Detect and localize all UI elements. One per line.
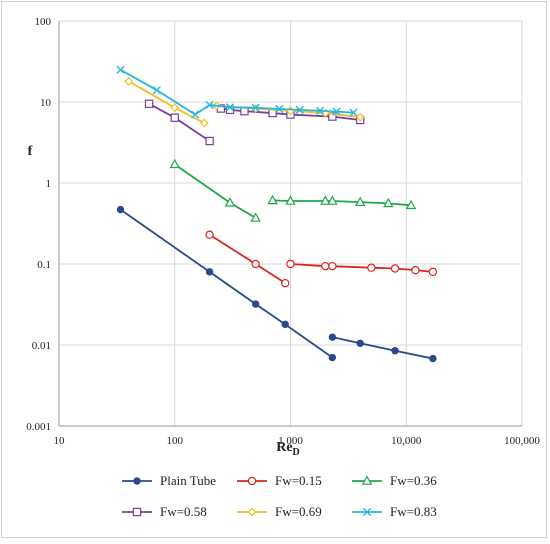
x-tick-label: 1 000 [278,435,303,447]
x-tick-label: 10 [54,435,66,447]
data-point [251,259,260,269]
series-plain-tube [116,205,437,363]
data-point [205,230,214,239]
data-point [205,268,214,276]
data-point [354,196,366,206]
data-point [356,339,364,347]
data-point [116,65,125,74]
data-point [328,353,337,362]
legend-marker [133,477,141,485]
y-tick-label: 100 [35,16,52,28]
legend-item: Fw=0.69 [237,504,322,519]
data-point [224,197,236,207]
series-fw-0-36 [169,158,417,222]
y-tick-labels: 0.001 0.01 0.1 1 10 100 [26,16,51,433]
data-point [225,103,235,112]
data-point [285,195,296,205]
data-point [367,263,376,272]
data-point [250,212,261,222]
data-point [170,113,179,122]
y-tick-label: 10 [40,97,52,109]
data-point [170,103,180,113]
chart-frame: 10 100 1 000 10,000 100,000 0.001 0.01 0.1 1 10 1… [1,1,547,538]
legend-marker [247,476,257,486]
x-axis-title-main: Re [276,440,292,455]
data-point [327,195,338,205]
series-line [332,336,434,360]
legend-label: Fw=0.36 [390,473,437,488]
data-point [205,100,214,110]
y-tick-label: 0.01 [32,340,51,352]
data-point [169,158,180,169]
data-point [383,197,394,208]
data-point [321,261,330,271]
legend-label: Fw=0.58 [160,504,207,519]
data-point [152,86,161,95]
legend-item: Fw=0.36 [352,473,437,488]
series-group [116,65,438,363]
data-point [191,110,200,119]
data-point [116,205,125,214]
legend-marker [132,507,142,517]
series-fw-0-15 [205,230,438,288]
legend-marker [361,475,373,485]
x-tick-label: 100,000 [504,435,540,447]
data-point [199,118,209,128]
legend-label: Fw=0.69 [275,504,322,519]
data-point [281,278,290,288]
x-axis-title: ReD [276,440,300,458]
data-point [411,265,420,275]
legend-item: Fw=0.83 [352,504,437,519]
y-axis-title: f [28,144,33,159]
y-tick-label: 1 [46,178,52,190]
legend: Plain Tube Fw=0.15 Fw=0.36 Fw=0.58 Fw=0.69 Fw… [122,473,437,519]
data-point [328,333,337,341]
data-point [295,105,304,114]
data-point [267,194,278,205]
legend-label: Fw=0.15 [275,473,322,488]
x-axis-title-subscript: D [293,447,300,458]
series-line [120,208,333,359]
data-point [320,195,331,205]
data-point [328,261,337,271]
line-chart: 10 100 1 000 10,000 100,000 0.0010.010.11101… [26,16,541,519]
legend-item: Fw=0.58 [122,504,207,519]
data-point [205,136,214,146]
data-point [275,104,284,114]
data-point [391,347,399,355]
data-point [124,76,134,86]
legend-marker [247,507,257,517]
x-tick-labels: 10 100 1 000 10,000 100,000 [54,435,541,447]
data-point [315,106,325,115]
x-tick-label: 100 [167,435,184,447]
data-point [251,103,260,112]
data-point [405,199,417,210]
axes [58,21,522,427]
y-tick-label: 0.1 [37,259,51,271]
series-line [209,233,286,284]
data-point [429,354,437,363]
data-point [286,259,295,269]
legend-label: Fw=0.83 [390,504,437,519]
data-point [390,264,400,273]
legend-item: Fw=0.15 [237,473,322,488]
legend-item: Plain Tube [122,473,216,488]
data-point [355,112,365,122]
series-fw-0-83 [116,65,358,119]
data-point [332,107,341,116]
data-point [428,267,438,277]
x-tick-label: 10,000 [391,435,422,447]
y-tick-label: 0.001 [26,421,51,433]
legend-label: Plain Tube [160,473,216,488]
data-point [251,300,260,308]
series-line [174,163,257,219]
data-point [144,99,154,109]
data-point [349,108,358,117]
legend-marker [362,507,372,517]
data-point [281,320,289,329]
